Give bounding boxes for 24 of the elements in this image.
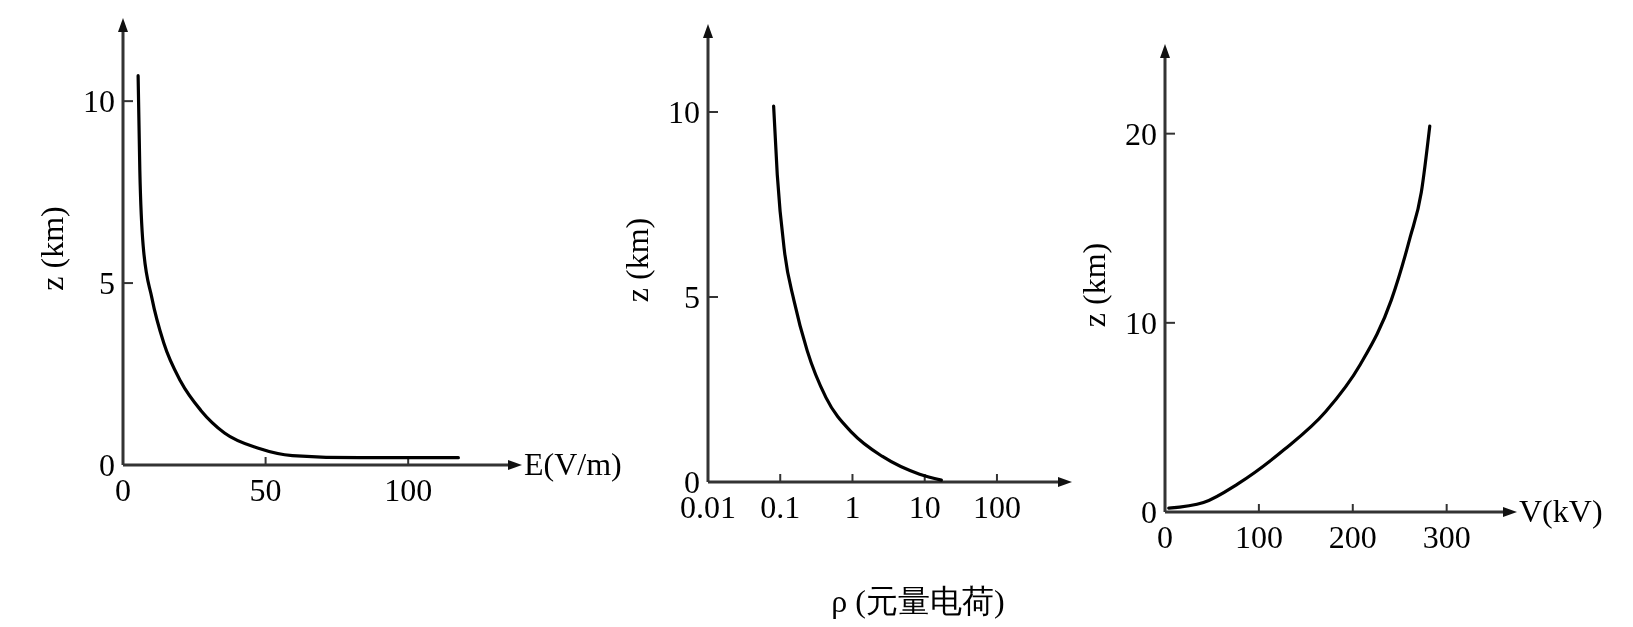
line-series bbox=[136, 74, 460, 460]
y-tick-label: 5 bbox=[684, 279, 700, 316]
x-tick-label: 100 bbox=[384, 472, 433, 508]
x-tick-label: 200 bbox=[1328, 519, 1377, 555]
line-series bbox=[1167, 124, 1432, 510]
x-tick-label: 300 bbox=[1422, 519, 1471, 555]
y-tick-label: 10 bbox=[668, 94, 700, 131]
y-tick-label: 10 bbox=[1125, 305, 1157, 342]
y-tick-label: 10 bbox=[83, 83, 115, 120]
y-axis-title: z (km) bbox=[1076, 242, 1112, 328]
y-axis-title: z (km) bbox=[619, 217, 655, 303]
x-axis-title: E(V/m) bbox=[524, 446, 622, 482]
x-tick-label: 10 bbox=[908, 489, 941, 525]
x-tick-label: 100 bbox=[972, 489, 1021, 525]
y-tick-label: 0 bbox=[99, 447, 115, 484]
y-axis-title: z (km) bbox=[34, 206, 70, 291]
x-axis-title: V(kV) bbox=[1519, 493, 1603, 529]
y-tick-label: 5 bbox=[99, 265, 115, 302]
x-tick-label: 100 bbox=[1234, 519, 1283, 555]
x-tick-label: 0.1 bbox=[760, 489, 801, 525]
x-axis-title: ρ (元量电荷) bbox=[831, 583, 1005, 619]
x-tick-label: 50 bbox=[249, 472, 282, 508]
x-tick-label: 1 bbox=[844, 489, 861, 525]
y-tick-label: 20 bbox=[1125, 115, 1157, 152]
